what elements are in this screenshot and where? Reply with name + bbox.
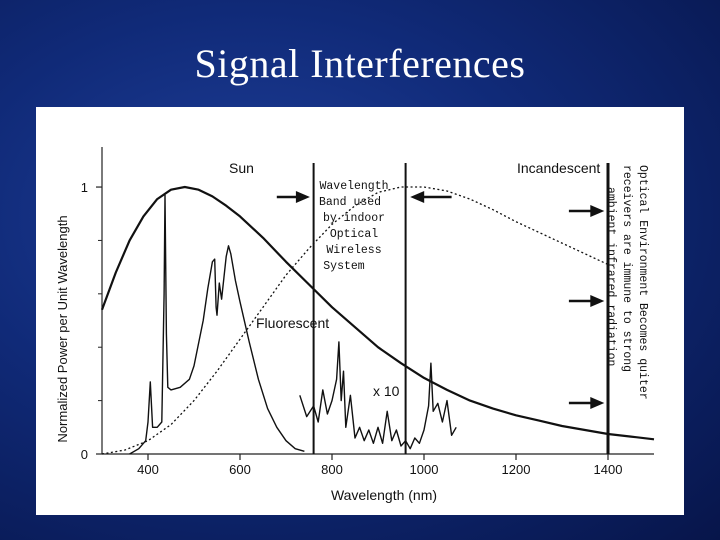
rotated-text-line: Optical Environment Becomes quiter xyxy=(636,165,649,400)
band-lines xyxy=(312,163,610,454)
arrows xyxy=(276,191,605,409)
label-x10: x 10 xyxy=(373,383,400,399)
arrow-head xyxy=(590,397,605,409)
series-line-x-10 xyxy=(299,341,457,450)
chart-axes: 400 600 800 1000 1200 1400 0 1 xyxy=(81,147,654,477)
arrow-head xyxy=(410,191,425,203)
x-tick-label: 400 xyxy=(137,462,159,477)
arrow-head xyxy=(295,191,310,203)
band-text-line: Wireless xyxy=(326,244,381,257)
x-axis-title: Wavelength (nm) xyxy=(331,487,437,503)
rotated-text-line: receivers are immune to strong xyxy=(620,165,633,372)
rotated-text-line: ambient infrared radiation xyxy=(604,187,617,366)
chart-svg: 400 600 800 1000 1200 1400 0 1 Normalized Power… xyxy=(55,147,655,503)
y-tick-label: 0 xyxy=(81,447,88,462)
label-fluorescent: Fluorescent xyxy=(256,315,329,331)
x-tick-label: 1000 xyxy=(410,462,439,477)
arrow-head xyxy=(590,295,605,307)
x-tick-label: 1400 xyxy=(594,462,623,477)
band-text-line: System xyxy=(323,260,365,273)
band-text-line: Band used xyxy=(319,196,381,209)
band-text-line: Optical xyxy=(330,228,378,241)
y-axis-title: Normalized Power per Unit Wavelength xyxy=(55,215,70,442)
band-text-line: by indoor xyxy=(323,212,385,225)
band-annotation: Wavelength Band used by indoor Optical W… xyxy=(319,180,389,273)
label-sun: Sun xyxy=(229,160,254,176)
label-incandescent: Incandescent xyxy=(517,160,600,176)
x-tick-label: 1200 xyxy=(502,462,531,477)
slide-title: Signal Interferences xyxy=(194,41,526,86)
band-text-line: Wavelength xyxy=(319,180,388,193)
series-line-sun xyxy=(100,185,655,441)
x-tick-label: 600 xyxy=(229,462,251,477)
chart-figure: 400 600 800 1000 1200 1400 0 1 Normalized Power… xyxy=(36,107,684,515)
y-tick-label: 1 xyxy=(81,180,88,195)
series-line-fluorescent xyxy=(129,194,305,455)
x-tick-label: 800 xyxy=(321,462,343,477)
series-layer xyxy=(100,185,655,455)
rotated-annotation: Optical Environment Becomes quiter recei… xyxy=(604,165,649,400)
arrow-head xyxy=(590,205,605,217)
